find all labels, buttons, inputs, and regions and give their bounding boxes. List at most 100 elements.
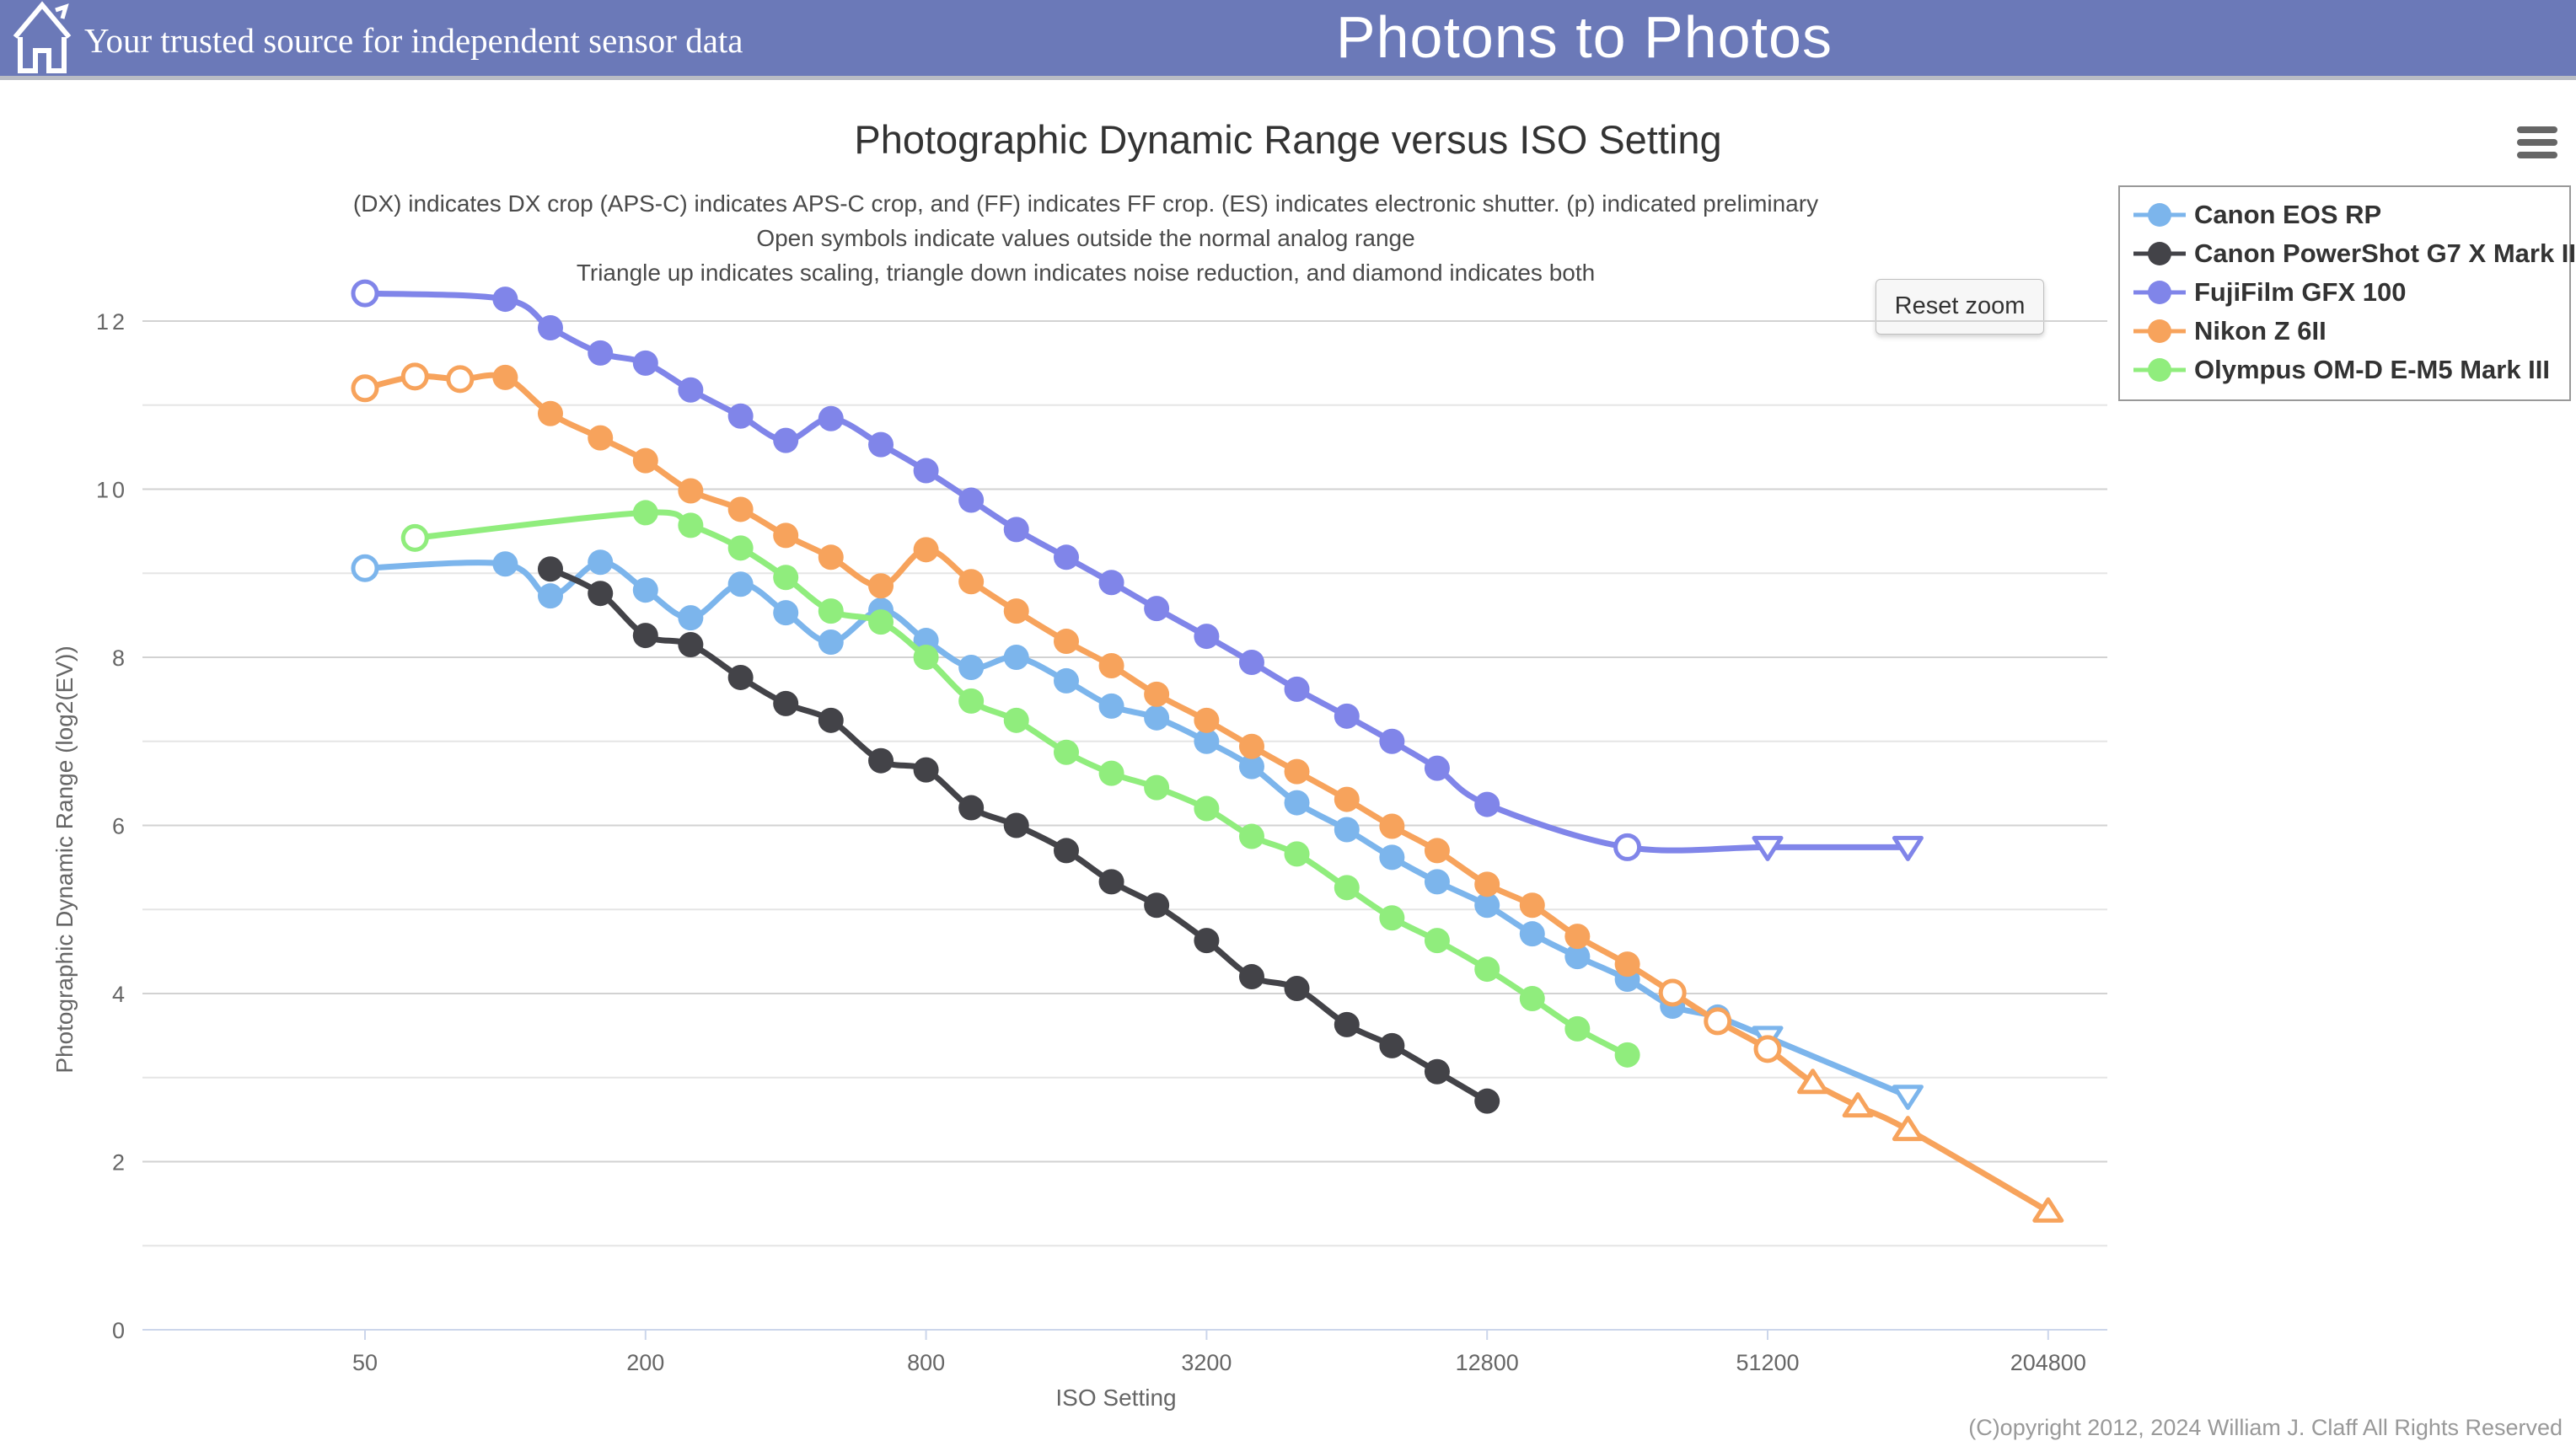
data-point[interactable] xyxy=(1564,944,1591,970)
data-point[interactable] xyxy=(1474,892,1500,919)
data-point-open-circle[interactable] xyxy=(351,279,379,308)
data-point-triangle-down[interactable] xyxy=(1752,835,1784,861)
data-point[interactable] xyxy=(492,364,518,390)
data-point-open-circle[interactable] xyxy=(351,374,379,403)
data-point[interactable] xyxy=(632,623,658,649)
data-point[interactable] xyxy=(958,688,985,714)
data-point[interactable] xyxy=(1238,753,1264,779)
data-point[interactable] xyxy=(773,522,799,549)
data-point[interactable] xyxy=(1003,598,1029,624)
data-point-open-circle[interactable] xyxy=(1613,833,1642,861)
data-point[interactable] xyxy=(1334,786,1360,812)
data-point[interactable] xyxy=(1003,517,1029,543)
data-point[interactable] xyxy=(588,549,614,576)
data-point[interactable] xyxy=(1098,869,1124,895)
data-point[interactable] xyxy=(1474,791,1500,817)
data-point[interactable] xyxy=(632,577,658,603)
data-point[interactable] xyxy=(1284,676,1310,702)
data-point[interactable] xyxy=(1334,817,1360,843)
data-point[interactable] xyxy=(537,400,563,426)
data-point[interactable] xyxy=(1144,774,1170,801)
data-point[interactable] xyxy=(958,795,985,821)
data-point[interactable] xyxy=(1519,985,1545,1011)
data-point[interactable] xyxy=(1144,681,1170,707)
data-point[interactable] xyxy=(537,556,563,582)
data-point[interactable] xyxy=(818,629,844,656)
hamburger-icon[interactable] xyxy=(2517,126,2557,162)
data-point[interactable] xyxy=(1194,928,1220,954)
legend-item-canon-powershot-g7-x-mark-ii[interactable]: Canon PowerShot G7 X Mark II xyxy=(2132,234,2576,273)
data-point[interactable] xyxy=(1003,645,1029,670)
data-point[interactable] xyxy=(868,573,894,599)
data-point[interactable] xyxy=(727,403,754,429)
data-point[interactable] xyxy=(1144,892,1170,919)
data-point[interactable] xyxy=(773,600,799,626)
data-point[interactable] xyxy=(1098,693,1124,719)
data-point[interactable] xyxy=(1194,624,1220,650)
data-point-triangle-up[interactable] xyxy=(1797,1069,1829,1095)
legend-item-olympus-om-d-e-m5-mark-iii[interactable]: Olympus OM-D E-M5 Mark III xyxy=(2132,351,2569,389)
data-point[interactable] xyxy=(1054,667,1079,694)
data-point[interactable] xyxy=(1144,596,1170,622)
data-point[interactable] xyxy=(1284,758,1310,785)
data-point[interactable] xyxy=(1474,871,1500,897)
home-icon[interactable] xyxy=(7,0,78,78)
data-point[interactable] xyxy=(1003,707,1029,733)
data-point[interactable] xyxy=(773,690,799,716)
data-point[interactable] xyxy=(1284,790,1310,816)
data-point[interactable] xyxy=(1334,875,1360,901)
data-point-open-circle[interactable] xyxy=(1753,1035,1782,1063)
data-point[interactable] xyxy=(1379,1032,1405,1058)
data-point[interactable] xyxy=(1474,1088,1500,1114)
data-point[interactable] xyxy=(588,340,614,366)
data-point[interactable] xyxy=(958,487,985,513)
data-point[interactable] xyxy=(868,431,894,458)
data-point[interactable] xyxy=(913,537,939,563)
data-point[interactable] xyxy=(1334,1011,1360,1037)
data-point[interactable] xyxy=(588,425,614,451)
data-point[interactable] xyxy=(1424,869,1450,895)
data-point[interactable] xyxy=(492,551,518,577)
data-point[interactable] xyxy=(678,377,704,403)
data-point-triangle-up[interactable] xyxy=(2032,1197,2064,1223)
data-point[interactable] xyxy=(958,569,985,595)
data-point[interactable] xyxy=(1098,570,1124,596)
data-point[interactable] xyxy=(1144,704,1170,731)
data-point[interactable] xyxy=(727,535,754,561)
data-point[interactable] xyxy=(727,664,754,690)
data-point[interactable] xyxy=(1379,728,1405,754)
data-point[interactable] xyxy=(868,747,894,774)
legend-item-canon-eos-rp[interactable]: Canon EOS RP xyxy=(2132,196,2569,234)
data-point[interactable] xyxy=(1564,924,1591,950)
data-point[interactable] xyxy=(1054,544,1079,571)
data-point[interactable] xyxy=(773,565,799,591)
data-point-open-circle[interactable] xyxy=(400,362,429,391)
data-point[interactable] xyxy=(1054,838,1079,864)
data-point[interactable] xyxy=(727,571,754,597)
data-point-open-circle[interactable] xyxy=(351,554,379,582)
data-point[interactable] xyxy=(537,583,563,609)
data-point[interactable] xyxy=(1614,1042,1640,1068)
data-point[interactable] xyxy=(913,458,939,484)
data-point[interactable] xyxy=(678,605,704,631)
data-point[interactable] xyxy=(1519,921,1545,947)
data-point[interactable] xyxy=(588,581,614,607)
data-point[interactable] xyxy=(727,496,754,522)
data-point[interactable] xyxy=(1194,707,1220,733)
data-point[interactable] xyxy=(868,609,894,635)
data-point[interactable] xyxy=(1379,905,1405,931)
data-point[interactable] xyxy=(678,478,704,504)
data-point[interactable] xyxy=(632,500,658,526)
data-point[interactable] xyxy=(537,314,563,340)
data-point[interactable] xyxy=(1519,892,1545,919)
data-point-triangle-up[interactable] xyxy=(1892,1116,1924,1142)
data-point[interactable] xyxy=(492,287,518,313)
data-point-triangle-down[interactable] xyxy=(1892,835,1924,861)
data-point[interactable] xyxy=(773,427,799,453)
data-point[interactable] xyxy=(818,707,844,733)
data-point[interactable] xyxy=(1379,813,1405,839)
data-point[interactable] xyxy=(1003,812,1029,838)
data-point[interactable] xyxy=(1614,951,1640,978)
data-point[interactable] xyxy=(1284,841,1310,867)
data-point-triangle-up[interactable] xyxy=(1842,1092,1874,1118)
